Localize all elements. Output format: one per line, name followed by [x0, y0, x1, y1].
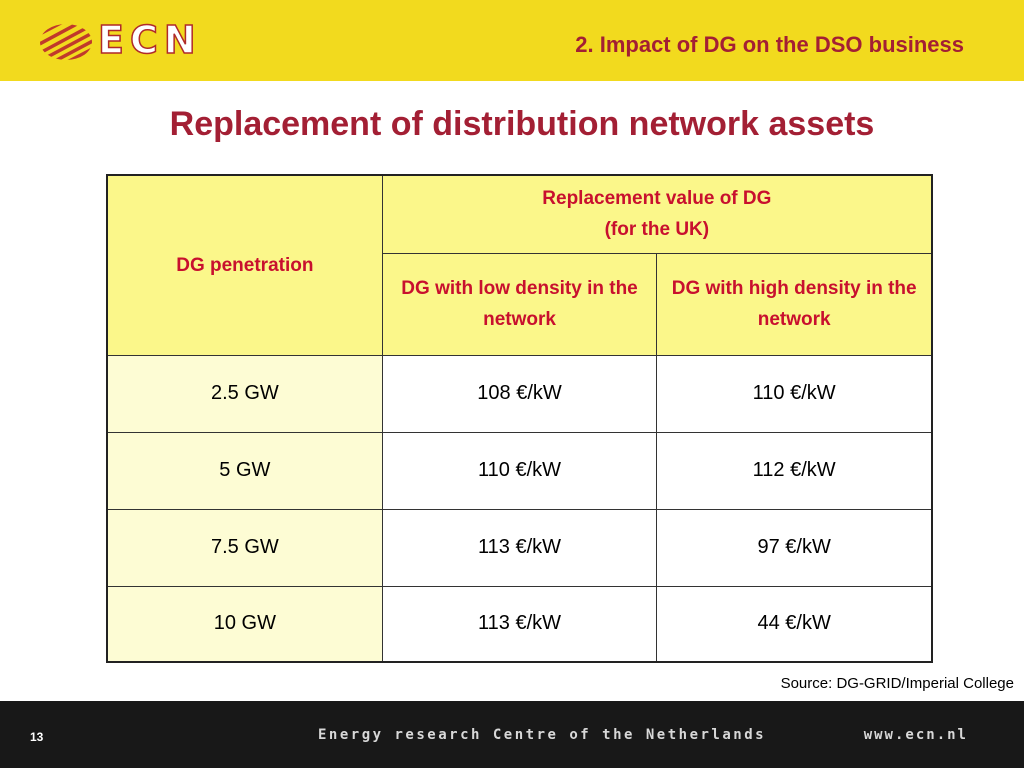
penetration-cell: 10 GW	[106, 585, 383, 663]
high-density-cell: 44 €/kW	[656, 585, 933, 663]
high-density-cell: 110 €/kW	[656, 354, 933, 433]
source-note: Source: DG-GRID/Imperial College	[780, 675, 1014, 692]
ecn-stripes-logo-icon	[40, 24, 92, 60]
replacement-value-table: DG penetration Replacement value of DG (…	[106, 174, 933, 663]
header-high-density: DG with high density in the network	[656, 252, 933, 356]
high-density-cell: 97 €/kW	[656, 508, 933, 587]
header-low-density: DG with low density in the network	[381, 252, 658, 356]
low-density-cell: 113 €/kW	[381, 508, 658, 587]
header-replacement-value: Replacement value of DG (for the UK)	[381, 174, 933, 254]
table-row: 2.5 GW 108 €/kW 110 €/kW	[106, 354, 933, 433]
page-number: 13	[30, 730, 44, 744]
table-row: 7.5 GW 113 €/kW 97 €/kW	[106, 508, 933, 587]
low-density-cell: 108 €/kW	[381, 354, 658, 433]
high-density-cell: 112 €/kW	[656, 431, 933, 510]
table-row: 5 GW 110 €/kW 112 €/kW	[106, 431, 933, 510]
low-density-cell: 110 €/kW	[381, 431, 658, 510]
penetration-cell: 7.5 GW	[106, 508, 383, 587]
footer-organization: Energy research Centre of the Netherland…	[318, 727, 767, 743]
penetration-cell: 2.5 GW	[106, 354, 383, 433]
header-dg-penetration: DG penetration	[106, 174, 383, 356]
header-replacement-line2: (for the UK)	[604, 219, 710, 241]
header-replacement-line1: Replacement value of DG	[542, 188, 772, 210]
header-bar: ECN 2. Impact of DG on the DSO business	[0, 0, 1024, 81]
footer-bar: 13 Energy research Centre of the Netherl…	[0, 701, 1024, 768]
table-row: 10 GW 113 €/kW 44 €/kW	[106, 585, 933, 663]
logo-text: ECN	[97, 17, 202, 63]
ecn-logo: ECN	[38, 16, 208, 66]
page-title: Replacement of distribution network asse…	[169, 105, 875, 143]
low-density-cell: 113 €/kW	[381, 585, 658, 663]
footer-url-link[interactable]: www.ecn.nl	[863, 727, 968, 743]
penetration-cell: 5 GW	[106, 431, 383, 510]
section-title: 2. Impact of DG on the DSO business	[575, 32, 964, 57]
